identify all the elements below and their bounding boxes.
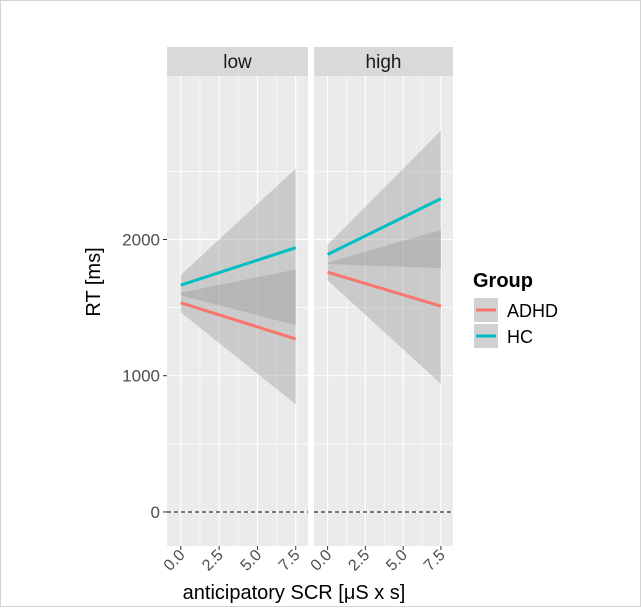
ci-band-adhd: [327, 229, 441, 384]
x-tick-label: 0.0: [308, 547, 336, 575]
y-tick-label: 2000: [122, 230, 160, 249]
y-tick-label: 0: [151, 503, 160, 522]
y-axis-title: RT [ms]: [83, 247, 105, 316]
legend: Group ADHD HC: [473, 270, 558, 348]
panel-background: [167, 76, 308, 546]
facet-strip: [167, 47, 308, 76]
fit-line-hc: [326, 197, 442, 256]
legend-label-hc: HC: [507, 327, 533, 347]
facet-strip-label: low: [223, 52, 252, 73]
facet-strip-label: high: [366, 52, 402, 73]
panel-background: [314, 76, 453, 546]
ci-band-hc: [327, 130, 441, 269]
fit-line-hc: [180, 246, 297, 287]
facet-panel-high: high 0.0 2.5 5.0 7.5: [308, 47, 453, 575]
axes: RT [ms] anticipatory SCR [μS x s] 0 1000 2…: [83, 230, 405, 604]
ci-band-adhd: [180, 269, 296, 405]
x-tick-label: 5.0: [237, 547, 265, 575]
x-tick-label: 7.5: [421, 547, 449, 575]
ci-band-hc: [180, 168, 296, 326]
x-tick-label: 5.0: [383, 547, 411, 575]
x-tick-label: 2.5: [199, 547, 227, 575]
x-tick-label: 2.5: [345, 547, 373, 575]
fit-line-adhd: [180, 301, 297, 341]
y-tick-label: 1000: [122, 367, 160, 386]
legend-title: Group: [473, 270, 533, 292]
facet-strip: [314, 47, 453, 76]
legend-label-adhd: ADHD: [507, 301, 558, 321]
x-tick-label: 0.0: [161, 547, 189, 575]
x-axis-title: anticipatory SCR [μS x s]: [183, 582, 406, 604]
x-tick-label: 7.5: [276, 547, 304, 575]
fit-line-adhd: [327, 270, 442, 308]
facet-panel-low: low 0.0 2.5 5.0 7.5: [161, 47, 308, 575]
plot-panels: low 0.0 2.5 5.0 7.5 high 0.0 2.5 5.0 7.5: [161, 47, 453, 575]
